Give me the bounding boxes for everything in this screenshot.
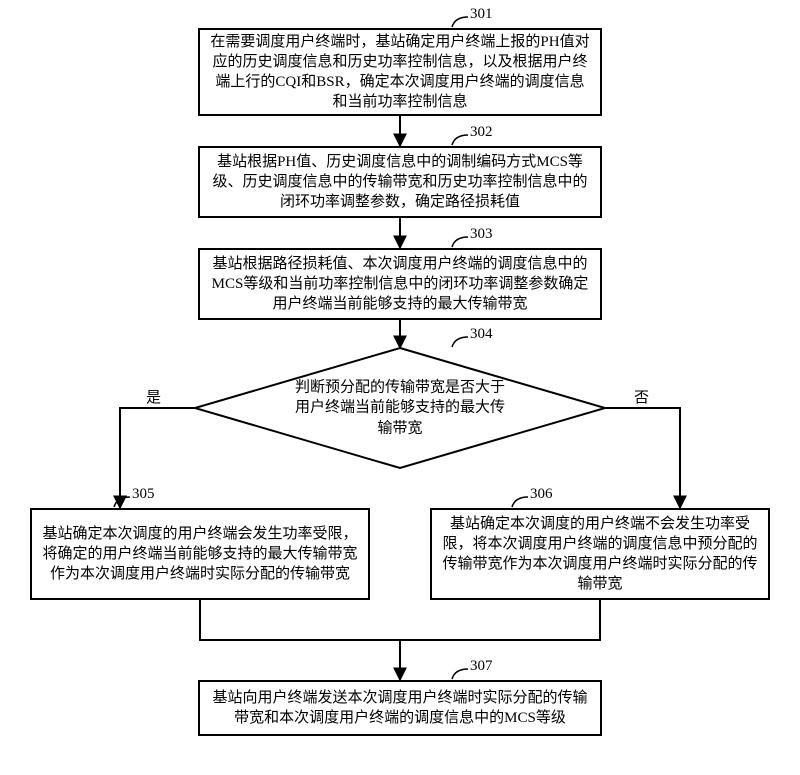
step-303: 基站根据路径损耗值、本次调度用户终端的调度信息中的MCS等级和当前功率控制信息中…	[198, 248, 602, 320]
step-306: 基站确定本次调度的用户终端不会发生功率受限，将本次调度用户终端的调度信息中预分配…	[430, 508, 770, 600]
branch-yes: 是	[146, 386, 161, 407]
step-303-text: 基站根据路径损耗值、本次调度用户终端的调度信息中的MCS等级和当前功率控制信息中…	[210, 254, 590, 315]
label-304: 304	[470, 326, 493, 343]
step-302-text: 基站根据PH值、历史调度信息中的调制编码方式MCS等级、历史调度信息中的传输带宽…	[210, 152, 590, 213]
branch-no: 否	[634, 386, 649, 407]
label-306: 306	[530, 486, 553, 503]
label-307: 307	[470, 658, 493, 675]
step-305-text: 基站确定本次调度的用户终端会发生功率受限，将确定的用户终端当前能够支持的最大传输…	[42, 524, 358, 585]
decision-304: 判断预分配的传输带宽是否大于用户终端当前能够支持的最大传输带宽	[290, 378, 510, 439]
label-302: 302	[470, 124, 493, 141]
step-306-text: 基站确定本次调度的用户终端不会发生功率受限，将本次调度用户终端的调度信息中预分配…	[442, 514, 758, 595]
step-307-text: 基站向用户终端发送本次调度用户终端时实际分配的传输带宽和本次调度用户终端的调度信…	[210, 688, 590, 729]
step-301-text: 在需要调度用户终端时，基站确定用户终端上报的PH值对应的历史调度信息和历史功率控…	[210, 32, 590, 113]
step-302: 基站根据PH值、历史调度信息中的调制编码方式MCS等级、历史调度信息中的传输带宽…	[198, 146, 602, 218]
decision-304-text: 判断预分配的传输带宽是否大于用户终端当前能够支持的最大传输带宽	[295, 380, 505, 437]
label-301: 301	[470, 6, 493, 23]
step-301: 在需要调度用户终端时，基站确定用户终端上报的PH值对应的历史调度信息和历史功率控…	[198, 28, 602, 116]
step-305: 基站确定本次调度的用户终端会发生功率受限，将确定的用户终端当前能够支持的最大传输…	[30, 508, 370, 600]
step-307: 基站向用户终端发送本次调度用户终端时实际分配的传输带宽和本次调度用户终端的调度信…	[198, 680, 602, 736]
label-305: 305	[132, 486, 155, 503]
label-303: 303	[470, 226, 493, 243]
